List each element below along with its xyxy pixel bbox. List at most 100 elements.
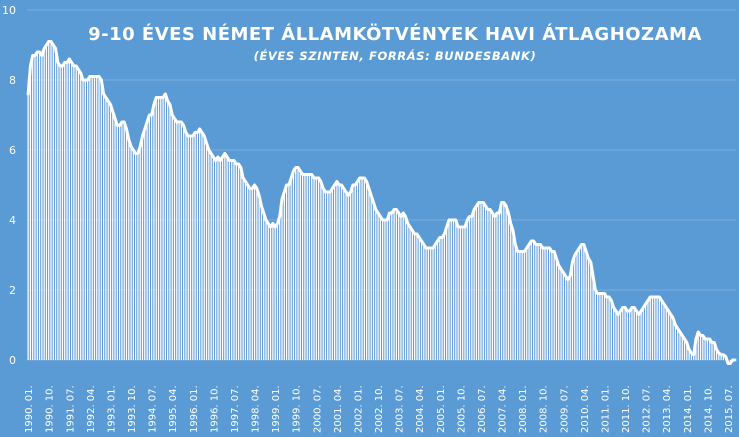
x-tick-label: 2000. 07.: [312, 385, 323, 433]
data-bar: [633, 307, 635, 360]
data-bar: [496, 213, 498, 360]
data-bar: [329, 192, 331, 360]
data-bar: [558, 265, 560, 360]
data-bar: [82, 80, 84, 360]
data-bar: [402, 213, 404, 360]
data-bar: [50, 41, 52, 360]
x-tick-label: 2011. 01.: [600, 385, 611, 433]
data-bar: [340, 185, 343, 360]
data-bar: [546, 248, 548, 360]
data-bar: [571, 262, 574, 360]
data-bar: [578, 248, 580, 360]
data-bar: [306, 174, 308, 360]
data-bar: [356, 181, 359, 360]
x-tick-label: 2007. 04.: [498, 385, 509, 433]
data-bar: [77, 69, 80, 360]
data-bar: [665, 307, 667, 360]
x-tick-label: 1998. 04.: [251, 385, 262, 433]
data-bar: [199, 129, 201, 360]
data-bar: [372, 202, 375, 360]
data-bar: [434, 244, 436, 360]
data-bar: [420, 241, 423, 360]
data-bar: [176, 122, 178, 360]
data-bar: [464, 227, 466, 360]
data-bar: [400, 216, 402, 360]
data-bar: [631, 307, 633, 360]
data-bar: [75, 66, 77, 360]
data-bar: [121, 122, 123, 360]
data-bar: [130, 146, 132, 360]
data-bar: [468, 216, 471, 360]
data-bar: [498, 213, 500, 360]
data-bar: [301, 174, 304, 360]
data-bar: [370, 195, 372, 360]
data-bar: [203, 136, 205, 360]
x-tick-label: 2013. 04.: [662, 385, 673, 433]
data-bar: [114, 118, 116, 360]
data-bar: [606, 297, 608, 360]
data-bar: [233, 160, 235, 360]
data-bar: [343, 188, 345, 360]
data-bar: [706, 339, 709, 360]
x-tick-label: 1994. 07.: [148, 385, 159, 433]
data-bar: [672, 318, 674, 360]
data-bar: [194, 132, 196, 360]
data-bar: [144, 129, 146, 360]
x-tick-label: 2003. 07.: [395, 385, 406, 433]
data-bar: [240, 167, 242, 360]
data-bar: [688, 349, 690, 360]
data-bar: [224, 153, 226, 360]
data-bar: [146, 122, 148, 360]
data-bar: [61, 66, 64, 360]
data-bar: [295, 167, 297, 360]
data-bar: [215, 160, 217, 360]
data-bar: [539, 244, 542, 360]
data-bar: [574, 255, 576, 360]
x-tick-label: 1996. 01.: [189, 385, 200, 433]
data-bar: [160, 97, 162, 360]
data-bar: [473, 209, 475, 360]
data-bar: [656, 297, 658, 360]
data-bar: [98, 76, 100, 360]
data-bar: [670, 314, 672, 360]
data-bar: [510, 223, 512, 360]
data-bar: [500, 202, 503, 360]
data-bar: [478, 202, 480, 360]
x-axis-ticks: 1990. 01. 1990. 10. 1991. 07. 1992. 04. 1993…: [24, 385, 735, 433]
data-bar: [162, 97, 164, 360]
data-bar: [482, 202, 484, 360]
data-bar: [663, 304, 665, 360]
data-bar: [551, 251, 553, 360]
x-tick-label: 2010. 04.: [580, 385, 591, 433]
data-bar: [109, 104, 112, 360]
data-bar: [404, 216, 407, 360]
data-bar: [338, 185, 340, 360]
data-bar: [27, 94, 29, 360]
data-bar: [141, 136, 144, 360]
data-bar: [587, 258, 590, 360]
data-bar: [388, 213, 391, 360]
data-bar: [157, 97, 160, 360]
data-bar: [457, 227, 459, 360]
data-bar: [359, 178, 361, 360]
data-bar: [393, 209, 395, 360]
data-bar: [542, 248, 544, 360]
data-bar: [594, 290, 596, 360]
data-bar: [555, 258, 558, 360]
data-bar: [135, 153, 137, 360]
data-bar: [615, 311, 617, 360]
data-bar: [443, 234, 446, 360]
data-bar: [379, 216, 381, 360]
data-bar: [436, 241, 439, 360]
y-tick-label: 8: [9, 74, 16, 87]
x-tick-label: 2005. 01.: [436, 385, 447, 433]
data-bar: [446, 227, 448, 360]
data-bar: [535, 244, 537, 360]
x-tick-label: 2008. 10.: [539, 385, 550, 433]
data-bar: [320, 181, 322, 360]
chart-title: 9-10 ÉVES NÉMET ÁLLAMKÖTVÉNYEK HAVI ÁTLA…: [88, 23, 702, 45]
data-bar: [217, 157, 219, 360]
data-bar: [475, 206, 478, 360]
